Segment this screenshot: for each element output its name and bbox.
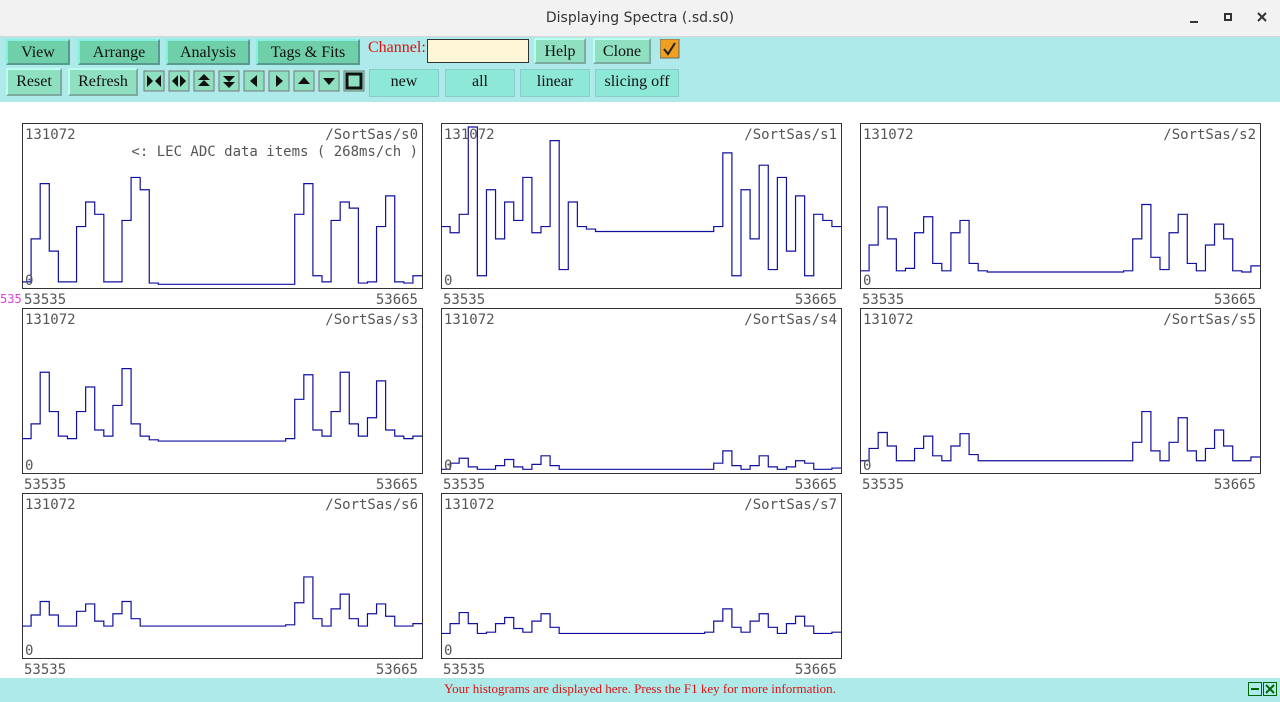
plot-frame bbox=[860, 308, 1261, 474]
spectrum-name: /SortSas/s4 bbox=[744, 312, 837, 328]
spectrum-name: /SortSas/s3 bbox=[325, 312, 418, 328]
spectrum-trace bbox=[22, 176, 422, 285]
y-max-label: 131072 bbox=[444, 312, 495, 328]
spectrum-trace bbox=[441, 608, 841, 635]
y-min-label: 0 bbox=[25, 643, 33, 659]
y-min-label: 0 bbox=[25, 458, 33, 474]
spectrum-name: /SortSas/s1 bbox=[744, 127, 837, 143]
toggle[interactable]: new bbox=[369, 69, 439, 97]
x-min-label: 53535 bbox=[443, 292, 485, 308]
spectrum-name: /SortSas/s2 bbox=[1163, 127, 1256, 143]
y-min-label: 0 bbox=[444, 458, 452, 474]
plot-frame bbox=[441, 308, 842, 474]
spectrum-trace bbox=[22, 576, 422, 627]
y-max-label: 131072 bbox=[444, 497, 495, 513]
x-max-label: 53665 bbox=[795, 662, 837, 678]
channel-label: Channel: bbox=[368, 39, 426, 56]
x-min-label: 53535 bbox=[862, 477, 904, 493]
y-min-label: 0 bbox=[863, 458, 871, 474]
spectrum-trace bbox=[860, 410, 1260, 462]
spectrum-name: /SortSas/s6 bbox=[325, 497, 418, 513]
x-max-label: 53665 bbox=[376, 662, 418, 678]
y-min-label: 0 bbox=[25, 273, 33, 289]
title-bar: Displaying Spectra (.sd.s0) bbox=[0, 0, 1280, 37]
x-max-label: 53665 bbox=[1214, 292, 1256, 308]
menu-button[interactable]: View bbox=[6, 39, 70, 65]
annotation: <: LEC ADC data items ( 268ms/ch ) bbox=[131, 144, 418, 160]
nav-icons[interactable] bbox=[142, 70, 367, 92]
x-min-label: 53535 bbox=[24, 292, 66, 308]
x-max-label: 53665 bbox=[376, 477, 418, 493]
window-controls[interactable] bbox=[1180, 0, 1280, 36]
plot-frame bbox=[22, 308, 423, 474]
reset-button[interactable]: Reset bbox=[6, 68, 62, 96]
y-max-label: 131072 bbox=[863, 127, 914, 143]
plot-frame bbox=[22, 123, 423, 289]
status-controls[interactable] bbox=[1248, 682, 1278, 697]
x-min-label: 53535 bbox=[443, 477, 485, 493]
y-max-label: 131072 bbox=[25, 127, 76, 143]
x-min-label: 53535 bbox=[24, 477, 66, 493]
y-min-label: 0 bbox=[863, 273, 871, 289]
clone-button[interactable]: Clone bbox=[593, 38, 651, 64]
toolbar: View Arrange Analysis Tags & Fits Channe… bbox=[0, 37, 1280, 102]
y-min-label: 0 bbox=[444, 273, 452, 289]
channel-input[interactable] bbox=[427, 39, 529, 63]
y-max-label: 131072 bbox=[25, 312, 76, 328]
status-text: Your histograms are displayed here. Pres… bbox=[444, 681, 836, 696]
x-min-label: 53535 bbox=[443, 662, 485, 678]
y-max-label: 131072 bbox=[444, 127, 495, 143]
toggle[interactable]: linear bbox=[520, 69, 590, 97]
plot-frame bbox=[441, 493, 842, 659]
x-min-label: 53535 bbox=[862, 292, 904, 308]
spectrum-trace bbox=[441, 450, 841, 470]
help-button[interactable]: Help bbox=[534, 38, 586, 64]
spectrum-name: /SortSas/s7 bbox=[744, 497, 837, 513]
spectra-area: 535 131072 0/SortSas/s0 53535 53665 <: LEC A… bbox=[0, 123, 1261, 678]
x-max-label: 53665 bbox=[795, 477, 837, 493]
spectrum-trace bbox=[441, 126, 841, 277]
menu-button[interactable]: Arrange bbox=[78, 39, 160, 65]
x-max-label: 53665 bbox=[376, 292, 418, 308]
menu-button[interactable]: Tags & Fits bbox=[256, 39, 360, 65]
refresh-button[interactable]: Refresh bbox=[68, 68, 138, 96]
plot-frame bbox=[441, 123, 842, 289]
x-max-label: 53665 bbox=[795, 292, 837, 308]
window-title: Displaying Spectra (.sd.s0) bbox=[545, 10, 735, 26]
y-min-label: 0 bbox=[444, 643, 452, 659]
toggle[interactable]: slicing off bbox=[595, 69, 679, 97]
plot-frame bbox=[22, 493, 423, 659]
plot-frame bbox=[860, 123, 1261, 289]
stray-label: 535 bbox=[0, 292, 22, 306]
spectrum-name: /SortSas/s5 bbox=[1163, 312, 1256, 328]
toggle[interactable]: all bbox=[445, 69, 515, 97]
y-max-label: 131072 bbox=[863, 312, 914, 328]
spectrum-trace bbox=[22, 367, 422, 442]
spectrum-trace bbox=[860, 203, 1260, 273]
checkbox[interactable] bbox=[660, 39, 680, 59]
x-max-label: 53665 bbox=[1214, 477, 1256, 493]
x-min-label: 53535 bbox=[24, 662, 66, 678]
y-max-label: 131072 bbox=[25, 497, 76, 513]
menu-button[interactable]: Analysis bbox=[166, 39, 250, 65]
status-bar: Your histograms are displayed here. Pres… bbox=[0, 678, 1280, 702]
spectrum-name: /SortSas/s0 bbox=[325, 127, 418, 143]
